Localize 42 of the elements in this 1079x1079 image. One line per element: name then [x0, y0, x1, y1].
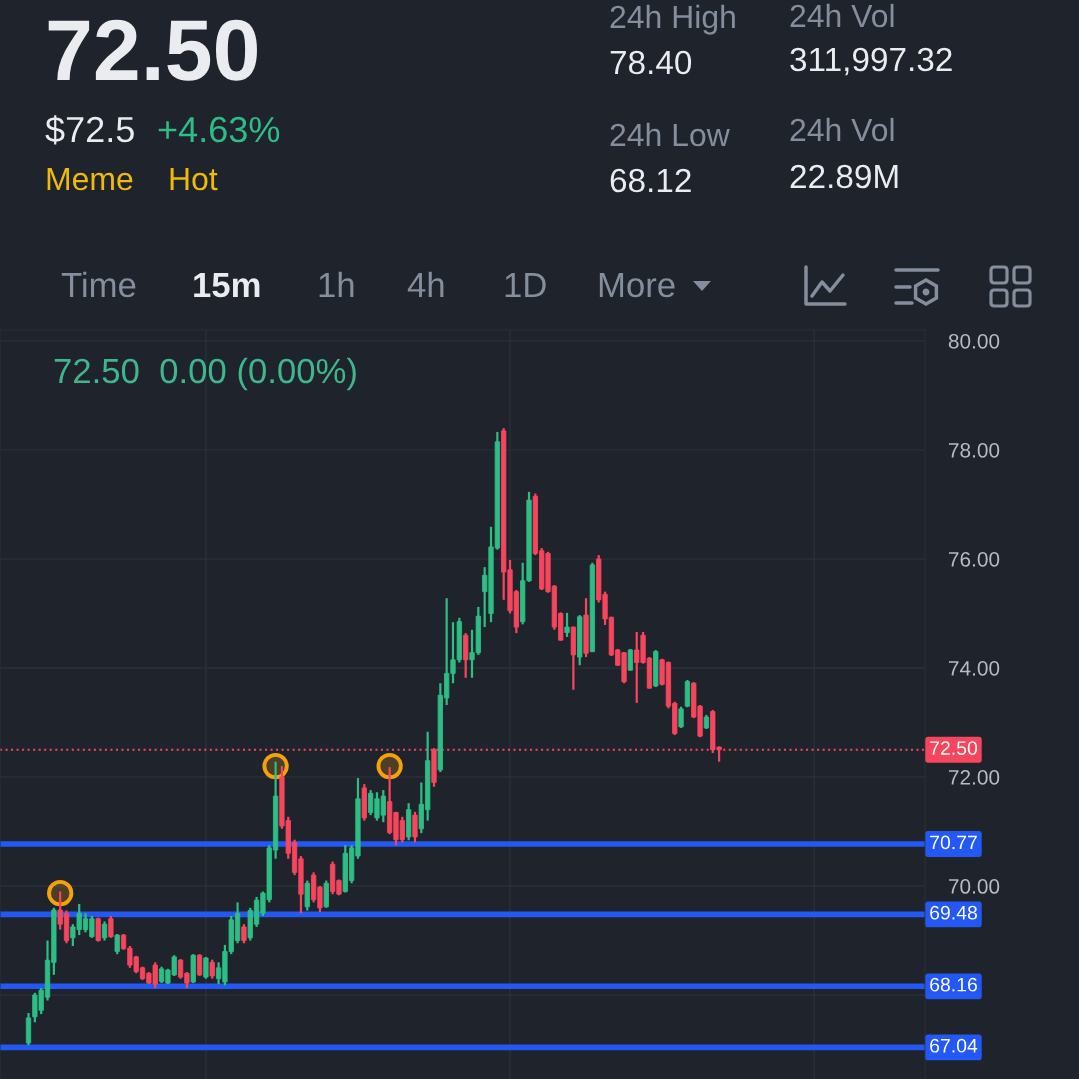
text: 22.89M — [790, 164, 898, 189]
y-tick-label: 80.00 — [948, 333, 1000, 349]
candlestick — [101, 920, 108, 942]
ref-line-label: 67.04 — [930, 1038, 978, 1053]
candlestick — [108, 914, 114, 939]
candlestick — [678, 705, 684, 730]
chart-title: 72.50 — [48, 19, 257, 81]
candlestick — [564, 611, 570, 639]
y-tick-label: 76.00 — [948, 551, 1000, 567]
y-tick-label: 78.00 — [948, 442, 1000, 458]
text: 78.40 — [610, 50, 692, 75]
text: Hot — [170, 168, 218, 191]
ref-line-label: 72.50 — [930, 741, 978, 755]
text: 311,997.32 — [790, 47, 952, 76]
text: 1D — [505, 273, 546, 297]
candlestick — [209, 958, 215, 980]
text: $72.5 — [45, 115, 134, 145]
text: 24h High — [610, 4, 735, 35]
candlestick — [412, 810, 418, 844]
ref-line-label: 69.48 — [930, 905, 977, 920]
candlestick — [114, 932, 120, 956]
text: 1h — [319, 271, 354, 297]
ref-line-label: 70.77 — [930, 835, 977, 850]
text: 15m — [194, 273, 260, 298]
y-tick-label: 74.00 — [948, 660, 1000, 676]
text: +4.63% — [158, 116, 280, 143]
text: 4h — [407, 271, 444, 297]
candlestick — [196, 953, 203, 978]
y-tick-label: 70.00 — [948, 879, 1000, 894]
candlestick — [304, 879, 310, 912]
text: 24h Vol — [790, 3, 894, 28]
ref-line-label: 68.16 — [930, 977, 977, 992]
candlestick — [241, 923, 247, 945]
text: 24h Vol — [790, 117, 894, 142]
annotation: 72.50 0.00 (0.00%) — [54, 357, 356, 391]
text: 24h Low — [610, 122, 730, 147]
y-tick-label: 72.00 — [948, 770, 1000, 785]
text: Meme — [47, 168, 133, 191]
text: Time — [61, 271, 136, 298]
text: More — [599, 273, 675, 298]
text: 68.12 — [610, 168, 691, 193]
candlestick — [323, 879, 329, 909]
